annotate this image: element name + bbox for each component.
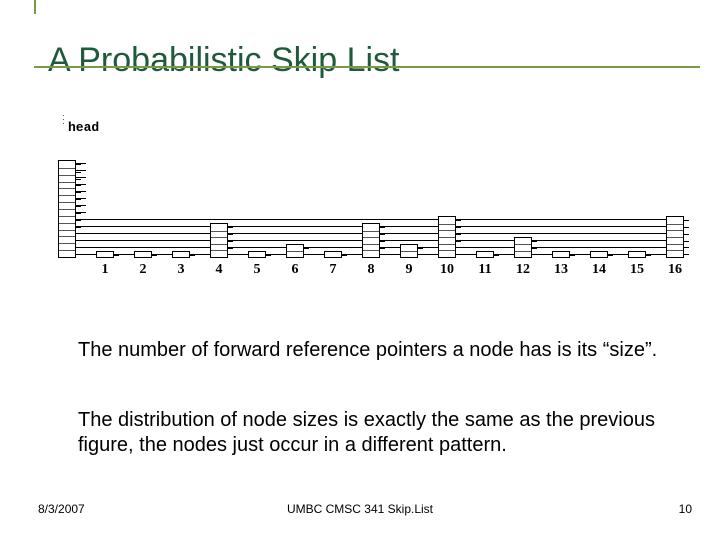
pointer-cell xyxy=(59,202,75,209)
pointer-cell xyxy=(439,224,455,231)
pointer-cell xyxy=(97,252,113,257)
slide: A Probabilistic Skip List ··· head 12345… xyxy=(0,0,720,540)
node-label: 12 xyxy=(508,262,538,278)
node-tower xyxy=(172,251,190,258)
pointer-cell xyxy=(629,252,645,257)
head-tower xyxy=(58,160,76,258)
pointer-cell xyxy=(211,224,227,231)
pointer-cell xyxy=(287,245,303,251)
node-label: 7 xyxy=(318,262,348,278)
node-tower xyxy=(438,216,456,258)
slide-title: A Probabilistic Skip List xyxy=(48,41,400,80)
pointer-cell xyxy=(59,230,75,237)
node-tower xyxy=(400,244,418,258)
pointer-cell xyxy=(59,161,75,168)
pointer-cell xyxy=(59,168,75,175)
pointer-cell xyxy=(591,252,607,257)
pointer-cell xyxy=(477,252,493,257)
node-label: 14 xyxy=(584,262,614,278)
node-label: 6 xyxy=(280,262,310,278)
pointer-cell xyxy=(59,182,75,189)
node-tower xyxy=(210,223,228,258)
pointer-cell xyxy=(667,217,683,224)
pointer-cell xyxy=(59,243,75,250)
pointer-cell xyxy=(401,245,417,251)
pointer-cell xyxy=(515,244,531,250)
pointer-cell xyxy=(363,237,379,244)
node-label: 2 xyxy=(128,262,158,278)
pointer-cell xyxy=(249,252,265,257)
node-label: 5 xyxy=(242,262,272,278)
pointer-cell xyxy=(59,236,75,243)
node-label: 10 xyxy=(432,262,462,278)
node-tower xyxy=(286,244,304,258)
pointer-cell xyxy=(325,252,341,257)
pointer-cell xyxy=(363,231,379,238)
pointer-cell xyxy=(287,251,303,257)
pointer-cell xyxy=(667,237,683,244)
pointer-cell xyxy=(211,231,227,238)
pointer-cell xyxy=(439,237,455,244)
title-underline xyxy=(34,66,700,68)
footer-page-number: 10 xyxy=(679,502,692,516)
pointer-cell xyxy=(363,224,379,231)
pointer-cell xyxy=(439,230,455,237)
title-accent-tick xyxy=(34,0,36,14)
slide-footer: 8/3/2007 UMBC CMSC 341 Skip.List 10 xyxy=(0,502,720,522)
pointer-cell xyxy=(211,250,227,257)
node-label: 8 xyxy=(356,262,386,278)
pointer-cell xyxy=(59,195,75,202)
node-label: 9 xyxy=(394,262,424,278)
node-tower xyxy=(476,251,494,258)
pointer-cell xyxy=(439,250,455,257)
node-label: 3 xyxy=(166,262,196,278)
pointer-cell xyxy=(59,175,75,182)
pointer-cell xyxy=(667,230,683,237)
node-label: 16 xyxy=(660,262,690,278)
skiplist-diagram: ··· head 12345678910111213141516 xyxy=(40,120,680,290)
node-label: 15 xyxy=(622,262,652,278)
head-label: head xyxy=(68,120,99,135)
pointer-cell xyxy=(363,250,379,257)
node-tower xyxy=(590,251,608,258)
footer-center: UMBC CMSC 341 Skip.List xyxy=(0,502,720,516)
pointer-cell xyxy=(173,252,189,257)
pointer-cell xyxy=(59,216,75,223)
head-ellipsis: ··· xyxy=(62,114,65,126)
pointer-cell xyxy=(59,188,75,195)
pointer-cell xyxy=(667,250,683,257)
pointer-cell xyxy=(135,252,151,257)
paragraph-1: The number of forward reference pointers… xyxy=(78,338,660,363)
pointer-cell xyxy=(439,217,455,224)
pointer-cell xyxy=(515,251,531,257)
pointer-cell xyxy=(401,251,417,257)
paragraph-2: The distribution of node sizes is exactl… xyxy=(78,408,660,458)
node-tower xyxy=(628,251,646,258)
pointer-cell xyxy=(59,209,75,216)
node-label: 4 xyxy=(204,262,234,278)
node-tower xyxy=(552,251,570,258)
pointer-cell xyxy=(553,252,569,257)
pointer-cell xyxy=(439,244,455,251)
node-tower xyxy=(324,251,342,258)
node-tower xyxy=(134,251,152,258)
node-label: 13 xyxy=(546,262,576,278)
node-tower xyxy=(362,223,380,258)
node-tower xyxy=(514,237,532,258)
node-tower xyxy=(248,251,266,258)
node-label: 11 xyxy=(470,262,500,278)
pointer-cell xyxy=(515,238,531,244)
node-label: 1 xyxy=(90,262,120,278)
pointer-cell xyxy=(211,244,227,251)
node-tower xyxy=(96,251,114,258)
pointer-cell xyxy=(667,244,683,251)
node-tower xyxy=(666,216,684,258)
pointer-cell xyxy=(59,250,75,257)
pointer-cell xyxy=(363,244,379,251)
pointer-cell xyxy=(667,224,683,231)
pointer-cell xyxy=(211,237,227,244)
pointer-cell xyxy=(59,223,75,230)
